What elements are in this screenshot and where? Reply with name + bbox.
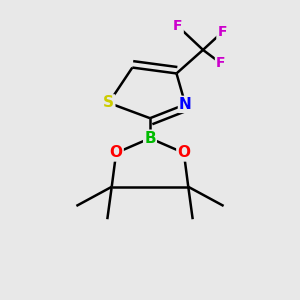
Text: F: F	[218, 25, 227, 39]
Text: O: O	[177, 146, 190, 160]
Text: N: N	[179, 97, 192, 112]
Text: F: F	[173, 19, 183, 33]
Text: B: B	[144, 131, 156, 146]
Text: O: O	[110, 146, 123, 160]
Text: F: F	[216, 56, 225, 70]
Text: S: S	[103, 95, 114, 110]
